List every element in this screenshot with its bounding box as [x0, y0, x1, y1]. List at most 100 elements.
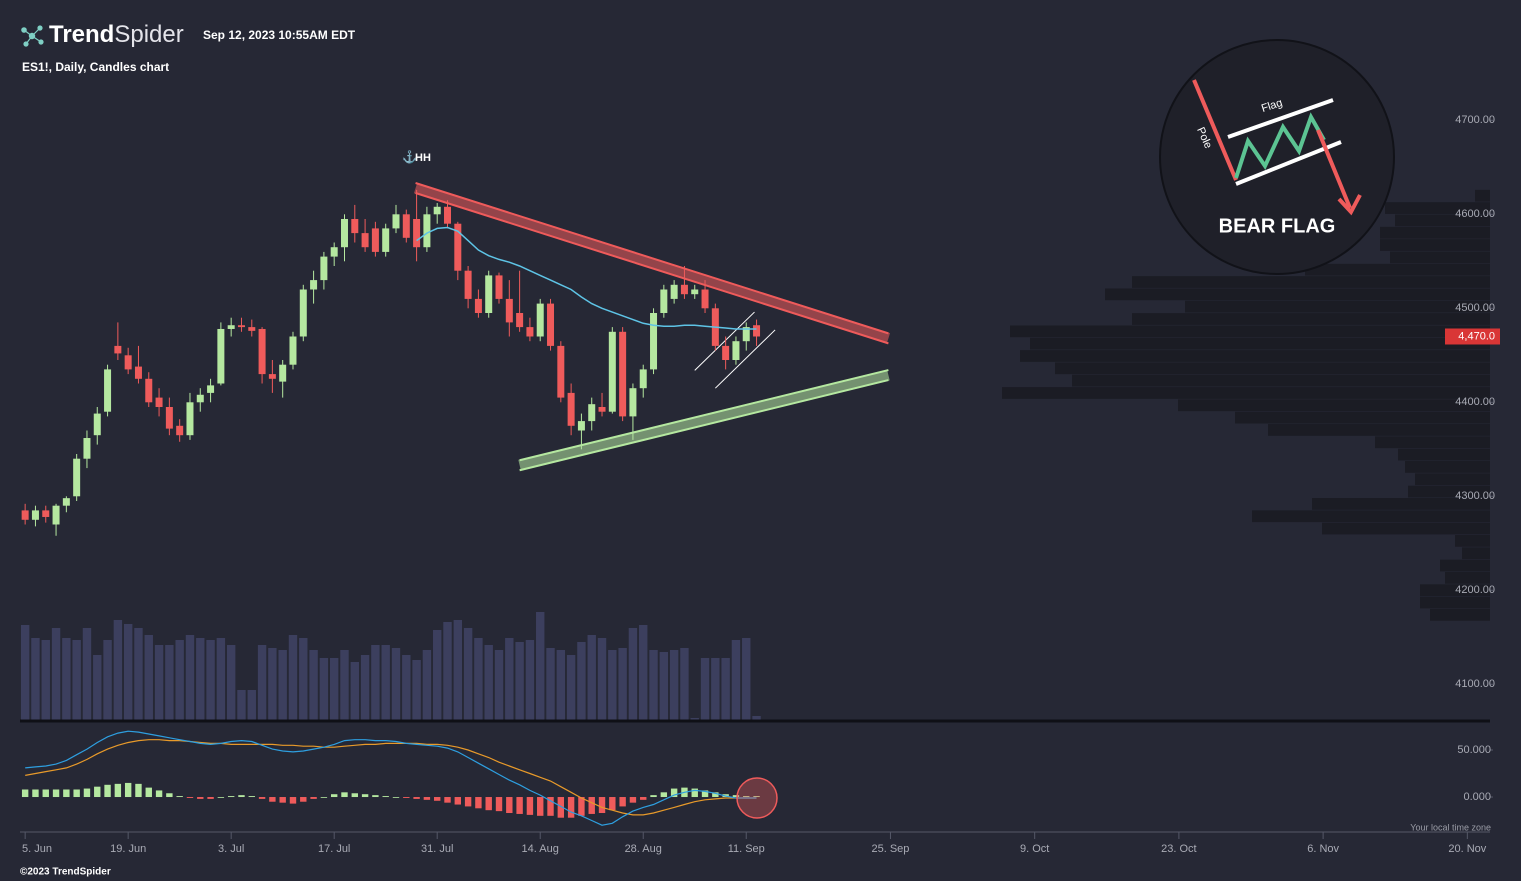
volume-bar [453, 620, 463, 720]
macd-histogram-bar [227, 796, 235, 798]
volume-bar [608, 650, 617, 720]
candle-body [310, 280, 318, 290]
candle-body [176, 425, 184, 436]
last-price-label: 4,470.0 [1458, 330, 1495, 342]
arrow-head [1337, 194, 1362, 216]
candle-body [567, 392, 575, 426]
candle-body [73, 458, 81, 497]
profile-bar [1072, 374, 1490, 387]
candle-body [588, 404, 596, 422]
macd-histogram-bar [475, 797, 482, 809]
macd-y-tick-label: 50.000 [1457, 744, 1491, 756]
candle-body [454, 223, 462, 271]
candle-body [660, 289, 668, 314]
macd-histogram-bar [176, 796, 183, 798]
candle-body [701, 289, 709, 309]
x-tick-label: 3. Jul [218, 843, 244, 855]
volume-bar [72, 640, 81, 720]
candle-body [650, 313, 658, 370]
volume-bar [82, 628, 92, 720]
macd-histogram-bar [454, 797, 462, 805]
candle-body [382, 228, 390, 252]
candle-body [547, 303, 555, 346]
macd-histogram-bar [372, 795, 379, 798]
volume-bar [340, 650, 349, 720]
y-tick-label: 4700.00 [1455, 114, 1495, 126]
candle-body [444, 206, 452, 224]
volume-bar [494, 650, 504, 720]
copyright: ©2023 TrendSpider [20, 867, 111, 878]
candle-body [155, 397, 163, 407]
volume-bar [690, 718, 699, 720]
macd-histogram-bar [495, 797, 503, 812]
candle-body [62, 498, 70, 506]
macd-histogram-bar [52, 789, 60, 798]
macd-histogram-bar [743, 796, 750, 798]
x-tick-label: 9. Oct [1020, 843, 1049, 855]
profile-bar [1002, 387, 1490, 399]
profile-bar [1132, 313, 1490, 325]
macd-histogram-bar [640, 797, 647, 800]
volume-bar [134, 628, 143, 720]
macd-histogram-bar [42, 789, 49, 798]
candle-body [114, 345, 122, 354]
macd-histogram-bar [21, 789, 29, 798]
candle-body [145, 378, 153, 403]
volume-bar [381, 645, 390, 720]
profile-bar [1405, 461, 1490, 473]
back-layer [20, 189, 1490, 720]
candle-body [42, 510, 50, 517]
macd-histogram-bar [588, 797, 595, 814]
volume-bar [721, 658, 730, 720]
x-tick-label: 11. Sep [728, 843, 765, 855]
volume-bar [536, 612, 545, 720]
candle-body [165, 406, 173, 429]
volume-bar [597, 638, 607, 720]
volume-bar [587, 635, 596, 720]
macd-histogram-bar [310, 797, 317, 799]
macd-line [25, 730, 757, 826]
x-tick-label: 14. Aug [522, 843, 559, 855]
candle-body [371, 228, 379, 252]
breakdown-line [1316, 129, 1352, 209]
macd-histogram-bar [537, 797, 544, 816]
volume-bar [433, 630, 442, 720]
macd-histogram-bar [732, 795, 740, 798]
macd-histogram-bar [207, 797, 214, 799]
candle-body [536, 303, 544, 337]
profile-bar [1020, 350, 1490, 362]
y-tick-label: 4400.00 [1455, 396, 1495, 408]
macd-histogram-bar [392, 797, 400, 798]
annotation: HH [415, 152, 431, 164]
volume-bar [525, 640, 535, 720]
macd-histogram-bar [485, 797, 492, 811]
volume-bar [268, 648, 277, 720]
volume-bar [700, 658, 710, 720]
volume-bar [123, 624, 133, 720]
profile-bar [1430, 608, 1490, 621]
volume-bar [515, 642, 524, 720]
volume-bar [505, 638, 514, 720]
macd-histogram-bar [403, 797, 410, 798]
volume-bar [402, 655, 411, 720]
x-tick-label: 25. Sep [872, 843, 910, 855]
candle-body [330, 247, 338, 257]
macd-histogram-bar [413, 797, 420, 799]
macd-histogram-bar [217, 797, 225, 798]
volume-bar [329, 658, 339, 720]
candle-body [753, 325, 761, 337]
volume-bar [577, 642, 586, 720]
y-tick-label: 4300.00 [1455, 490, 1495, 502]
volume-bar [711, 658, 720, 720]
volume-bar [680, 648, 689, 720]
axes-layer: 4,470.0 4100.00 4200.00 4300.00 4400.00 4500.… [20, 114, 1500, 855]
volume-bar [185, 635, 195, 720]
profile-bar [1010, 325, 1490, 338]
macd-histogram-bar [145, 787, 152, 798]
macd-histogram-bar [279, 797, 286, 803]
macd-histogram-bar [124, 782, 132, 798]
profile-bar [1420, 596, 1490, 609]
candle-body [577, 421, 585, 431]
candle-body [433, 206, 441, 215]
